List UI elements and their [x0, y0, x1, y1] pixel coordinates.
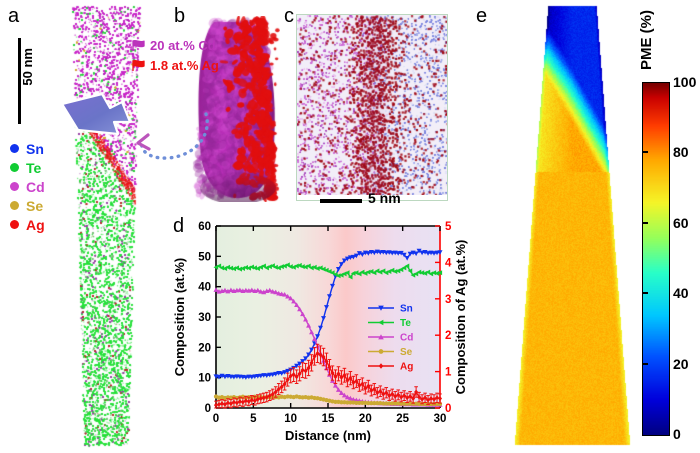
series-sn	[213, 248, 443, 380]
scale-bar-panel-a	[18, 38, 21, 124]
x-tick-label: 5	[250, 413, 257, 425]
legend-dot-icon	[10, 201, 19, 210]
legend-dot-icon	[10, 163, 19, 172]
legend-item-se: Se	[10, 197, 45, 214]
y-tick-label: 10	[198, 373, 211, 385]
y2-tick-label: 0	[445, 403, 451, 415]
series-te	[213, 262, 443, 280]
y-tick-label: 50	[198, 251, 211, 263]
panel-c: c 5 nm	[282, 0, 462, 215]
flag-icon	[132, 59, 145, 71]
panel-d-letter: d	[173, 215, 185, 237]
y-tick-label: 40	[198, 282, 211, 294]
colorbar	[642, 82, 670, 436]
isosurface-label-ag: 1.8 at.% Ag	[132, 58, 219, 73]
legend-item-sn: Sn	[10, 140, 45, 157]
y2-tick-label: 1	[445, 367, 452, 379]
legend-label: Cd	[26, 178, 45, 195]
x-tick-label: 10	[284, 413, 297, 425]
legend-item-te: Te	[10, 159, 45, 176]
colorbar-tick-label: 80	[673, 144, 689, 161]
legend-dot-icon	[10, 182, 19, 191]
y-tick-label: 60	[198, 221, 211, 233]
colorbar-tick-label: 100	[673, 74, 697, 90]
x-tick-label: 20	[359, 413, 372, 425]
y2-tick-label: 2	[445, 330, 451, 342]
x-tick-label: 30	[434, 413, 447, 425]
colorbar-tick-label: 40	[673, 285, 689, 302]
isosurface-label-cd-text: 20 at.% Cd	[150, 38, 216, 53]
x-axis-title: Distance (nm)	[285, 428, 371, 443]
legend-label-cd: Cd	[400, 333, 413, 344]
isosurface-label-cd: 20 at.% Cd	[132, 38, 216, 53]
y-tick-label: 20	[198, 342, 211, 354]
scale-bar-label-panel-a: 50 nm	[20, 48, 35, 86]
legend-item-ag: Ag	[10, 216, 45, 233]
curved-dotted-arrow-icon	[136, 112, 209, 160]
atom-map-panel-c	[296, 14, 448, 201]
legend-label: Te	[26, 159, 42, 176]
chart-legend: Sn Te Cd Se Ag	[368, 304, 413, 373]
panel-a-letter: a	[8, 5, 20, 27]
y-axis-title: Composition (at.%)	[172, 258, 187, 376]
composition-profile-plot: 0 5 10 15 20 25 300102030405060012345Distance …	[172, 221, 468, 443]
panel-d-composition-chart: d 0 5 10 15 20 25 30 0 10 20 30 40 50 60 0 1 2 3 4 5 Distanc…	[172, 212, 472, 450]
panel-e: e PME (%) 100 80 60 40 20 0	[470, 0, 700, 450]
apt-reconstruction-panel-a	[52, 2, 160, 448]
colorbar-title: PME (%)	[638, 10, 655, 70]
legend-label-se: Se	[400, 347, 413, 358]
x-tick-label: 15	[322, 413, 335, 425]
legend-dot-icon	[10, 220, 19, 229]
legend-item-cd: Cd	[10, 178, 45, 195]
flag-icon	[132, 39, 145, 51]
legend-label: Sn	[26, 140, 44, 157]
legend-dot-icon	[10, 144, 19, 153]
colorbar-tick-label: 60	[673, 214, 689, 231]
x-tick-label: 0	[213, 413, 219, 425]
isosurface-label-ag-text: 1.8 at.% Ag	[150, 58, 219, 73]
chart-area: 0 5 10 15 20 25 30 0 10 20 30 40 50 60 0 1 2 3 4 5 Distance …	[172, 212, 472, 450]
y2-tick-label: 5	[445, 221, 452, 233]
element-legend-panel-a: Sn Te Cd Se Ag	[10, 140, 45, 235]
x-tick-label: 25	[396, 413, 409, 425]
panel-b-letter: b	[174, 5, 186, 27]
colorbar-tick-label: 0	[673, 426, 681, 442]
colorbar-tick-mark	[643, 151, 648, 154]
legend-label-ag: Ag	[400, 362, 413, 373]
colorbar-tick-mark	[643, 221, 648, 224]
legend-label-te: Te	[400, 318, 411, 329]
pme-map-panel-e	[510, 2, 634, 453]
panel-e-letter: e	[476, 5, 488, 27]
panel-a: a 50 nm Sn Te Cd Se Ag	[0, 0, 172, 450]
series-group	[213, 248, 443, 409]
y-tick-label: 0	[205, 403, 211, 415]
legend-label: Se	[26, 197, 44, 214]
colorbar-tick-label: 20	[673, 355, 689, 372]
y-tick-label: 30	[198, 312, 211, 324]
legend-label-sn: Sn	[400, 304, 413, 315]
y2-tick-label: 4	[445, 257, 452, 269]
panel-b: b 20 at.% Cd 1.8 at.% Ag	[132, 0, 282, 215]
colorbar-tick-mark	[643, 292, 648, 295]
isosurface-panel-b	[192, 16, 280, 207]
legend-label: Ag	[26, 216, 45, 233]
scale-bar-label-panel-c: 5 nm	[368, 190, 401, 206]
y2-axis-title: Composition of Ag (at.%)	[453, 240, 468, 395]
scale-bar-panel-c	[320, 199, 362, 203]
roi-arrow-icon	[60, 92, 132, 136]
y2-tick-label: 3	[445, 294, 451, 306]
colorbar-tick-mark	[643, 362, 648, 365]
series-ag	[213, 343, 443, 409]
panel-c-letter: c	[284, 5, 294, 27]
